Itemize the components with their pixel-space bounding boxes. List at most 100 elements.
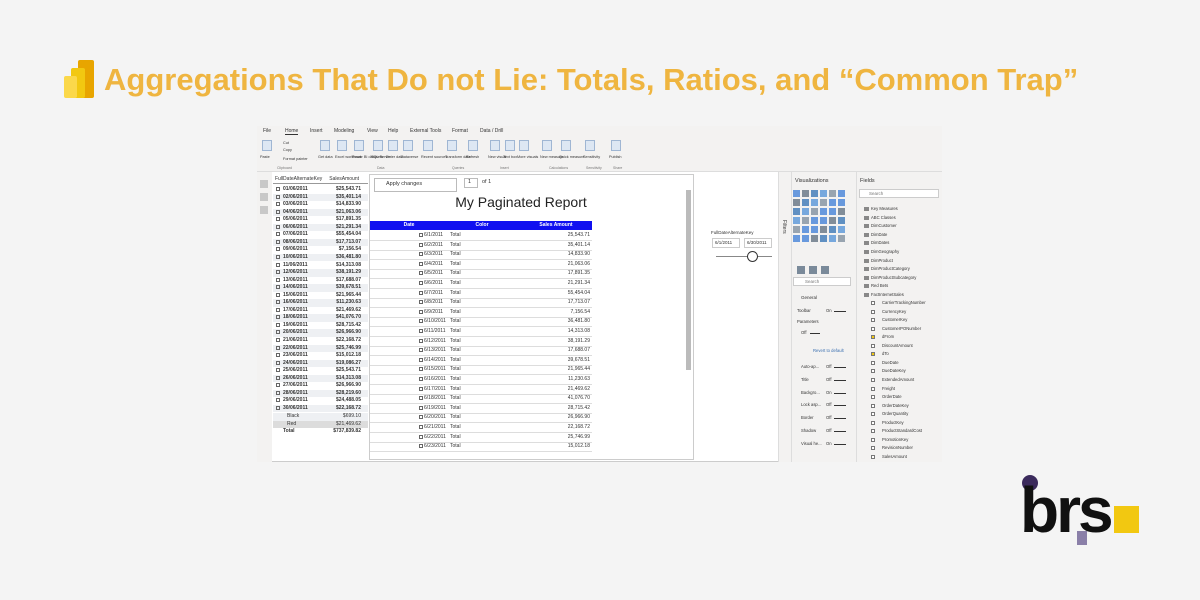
ribbon-button[interactable]: Refresh [466, 155, 480, 159]
viz-icon[interactable] [802, 217, 809, 224]
viz-icon[interactable] [802, 208, 809, 215]
toggle[interactable] [834, 431, 846, 432]
ribbon-button[interactable]: Power BI datasets [352, 155, 383, 159]
viz-icon[interactable] [838, 208, 845, 215]
format-tab[interactable] [797, 266, 805, 274]
ribbon-button[interactable]: SQL Server [371, 155, 391, 159]
viz-icon[interactable] [820, 235, 827, 242]
viz-icon[interactable] [820, 226, 827, 233]
viz-icon[interactable] [829, 226, 836, 233]
viz-icon[interactable] [802, 199, 809, 206]
ribbon-tab[interactable]: File [263, 128, 272, 134]
field-checkbox[interactable] [871, 446, 875, 451]
matrix-value: $25,746.99 [335, 344, 361, 351]
field-checkbox[interactable] [871, 352, 875, 357]
ribbon-button[interactable]: Copy [283, 148, 292, 152]
viz-icon[interactable] [838, 235, 845, 242]
slider-handle[interactable] [747, 251, 758, 262]
field-checkbox[interactable] [871, 420, 875, 425]
field-checkbox[interactable] [871, 403, 875, 408]
toggle[interactable] [834, 379, 846, 381]
toggle[interactable] [834, 418, 846, 420]
ribbon-tab[interactable]: Insert [310, 128, 323, 134]
viz-icon[interactable] [802, 226, 809, 233]
ribbon-button[interactable]: Dataverse [401, 155, 419, 159]
ribbon-tab[interactable]: View [367, 128, 378, 134]
apply-button[interactable] [374, 178, 457, 192]
ribbon-button[interactable]: Sensitivity [583, 155, 601, 159]
ribbon-tab[interactable]: Data / Drill [480, 128, 504, 134]
slicer-from[interactable] [712, 238, 740, 248]
ribbon-button[interactable]: New measure [540, 155, 564, 159]
field-checkbox[interactable] [871, 369, 875, 374]
toggle[interactable] [834, 405, 846, 407]
ribbon-tab[interactable]: Home [285, 128, 299, 135]
ribbon-button[interactable]: Transform data [445, 155, 471, 159]
ribbon-button[interactable]: Format painter [283, 157, 308, 161]
ribbon-button[interactable]: New visual [488, 155, 507, 159]
field-checkbox[interactable] [871, 309, 875, 314]
viz-icon[interactable] [811, 190, 818, 197]
report-value: 22,168.72 [567, 424, 590, 430]
field-checkbox[interactable] [871, 377, 875, 382]
viz-icon[interactable] [838, 217, 845, 224]
viz-icon[interactable] [811, 235, 818, 242]
viz-icon[interactable] [811, 199, 818, 206]
viz-icon[interactable] [802, 235, 809, 242]
field-checkbox[interactable] [871, 454, 875, 459]
ribbon-tab[interactable]: Modeling [334, 128, 355, 134]
ribbon-button[interactable]: Publish [609, 155, 622, 159]
field-checkbox[interactable] [871, 412, 875, 417]
viz-icon[interactable] [793, 208, 800, 215]
ribbon-button[interactable]: Get data [318, 155, 333, 159]
toggle[interactable] [834, 367, 846, 368]
viz-icon[interactable] [793, 199, 800, 206]
viz-icon[interactable] [793, 217, 800, 224]
viz-icon[interactable] [793, 190, 800, 197]
viz-icon[interactable] [820, 217, 827, 224]
toggle[interactable] [834, 392, 846, 394]
field-checkbox[interactable] [871, 301, 875, 305]
field-checkbox[interactable] [871, 386, 875, 391]
viz-icon[interactable] [838, 226, 845, 233]
ribbon-button[interactable]: Recent sources [421, 155, 448, 159]
ribbon-button[interactable]: Quick measure [559, 155, 585, 159]
viz-icon[interactable] [820, 208, 827, 215]
viz-icon[interactable] [820, 190, 827, 197]
field-checkbox[interactable] [871, 395, 875, 400]
field-checkbox[interactable] [871, 437, 875, 442]
ribbon-tab[interactable]: Format [452, 128, 468, 134]
ribbon-button[interactable]: Enter data [386, 155, 404, 159]
field-checkbox[interactable] [871, 360, 875, 365]
viz-icon[interactable] [793, 235, 800, 242]
ribbon-button[interactable]: Paste [260, 155, 270, 159]
viz-icon[interactable] [802, 190, 809, 197]
toggle[interactable] [834, 443, 846, 445]
viz-icon[interactable] [829, 208, 836, 215]
viz-icon[interactable] [829, 235, 836, 242]
field-checkbox[interactable] [871, 335, 875, 340]
ribbon-button[interactable]: Excel workbook [335, 155, 362, 159]
viz-icon[interactable] [811, 208, 818, 215]
viz-icon[interactable] [838, 199, 845, 206]
field-checkbox[interactable] [871, 318, 875, 323]
ribbon-tab[interactable]: External Tools [410, 128, 442, 134]
field-checkbox[interactable] [871, 326, 875, 331]
slicer-to[interactable] [744, 238, 772, 248]
ribbon-tab[interactable]: Help [388, 128, 399, 134]
viz-icon[interactable] [829, 217, 836, 224]
format-tab[interactable] [809, 266, 817, 274]
viz-icon[interactable] [811, 217, 818, 224]
ribbon-button[interactable]: Text box [503, 155, 518, 159]
field-checkbox[interactable] [871, 429, 875, 434]
field-checkbox[interactable] [871, 343, 875, 348]
ribbon-button[interactable]: More visuals [517, 155, 539, 159]
viz-icon[interactable] [829, 190, 836, 197]
viz-icon[interactable] [820, 199, 827, 206]
viz-icon[interactable] [811, 226, 818, 233]
viz-icon[interactable] [793, 226, 800, 233]
viz-icon[interactable] [838, 190, 845, 197]
format-tab[interactable] [821, 266, 829, 274]
ribbon-button[interactable]: Cut [283, 141, 289, 145]
viz-icon[interactable] [829, 199, 836, 206]
